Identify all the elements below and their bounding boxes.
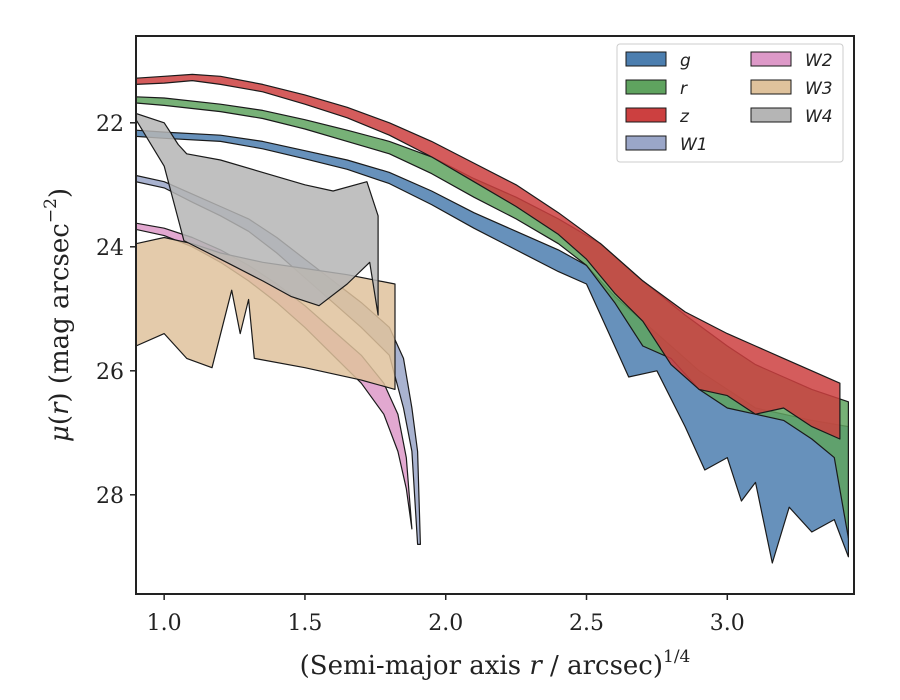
legend-swatch-w3 (750, 79, 792, 95)
legend-label-w2: W2 (805, 51, 833, 71)
x-axis-label-exp: 1/4 (663, 647, 690, 667)
legend-swatch-w4 (750, 107, 792, 123)
y-tick-label: 24 (96, 236, 124, 261)
band-w4 (136, 112, 379, 316)
legend-swatch-g (625, 51, 667, 67)
x-tick-label: 2.5 (569, 611, 604, 636)
x-tick-label: 3.0 (710, 611, 745, 636)
band-layer (136, 73, 849, 564)
y-tick-label: 22 (96, 112, 124, 137)
legend-swatch-z (625, 107, 667, 123)
x-axis-label: (Semi-major axis r / arcsec)1/4 (300, 647, 691, 681)
x-tick-label: 2.0 (428, 611, 463, 636)
band-r (136, 96, 849, 539)
x-tick-label: 1.5 (287, 611, 322, 636)
x-tick-label: 1.0 (147, 611, 182, 636)
legend-label-r: r (680, 79, 688, 99)
y-axis: 22 24 26 28 (96, 112, 136, 509)
legend-label-w4: W4 (805, 107, 833, 127)
y-axis-label-mu: μ (45, 425, 75, 442)
legend-swatch-r (625, 79, 667, 95)
legend-swatch-w2 (750, 51, 792, 67)
legend-label-g: g (680, 51, 691, 71)
y-axis-label-exp: −2 (41, 198, 61, 223)
legend-box (616, 43, 844, 163)
legend-label-w3: W3 (805, 79, 833, 99)
y-axis-label-mid: ) (mag arcsec (45, 223, 75, 402)
x-axis: 1.0 1.5 2.0 2.5 3.0 (147, 594, 745, 636)
band-g (136, 129, 849, 564)
y-axis-label-close: ) (45, 188, 75, 198)
y-axis-label-var: r (45, 401, 75, 415)
x-axis-label-lead: (Semi-major axis (300, 651, 530, 681)
y-axis-label: μ(r) (mag arcsec−2) (41, 188, 75, 442)
legend: grz W1 W2 W3 W4 (616, 43, 844, 163)
x-axis-label-var: r (529, 651, 543, 681)
y-tick-label: 26 (96, 360, 124, 385)
y-tick-label: 28 (96, 484, 124, 509)
x-axis-label-tail: / arcsec) (542, 651, 663, 681)
band-z (136, 73, 841, 440)
y-axis-label-open: ( (45, 415, 75, 425)
legend-swatch-w1 (625, 135, 667, 151)
legend-label-w1: W1 (680, 135, 708, 155)
plot-frame (135, 35, 855, 595)
legend-label-z: z (679, 107, 690, 127)
